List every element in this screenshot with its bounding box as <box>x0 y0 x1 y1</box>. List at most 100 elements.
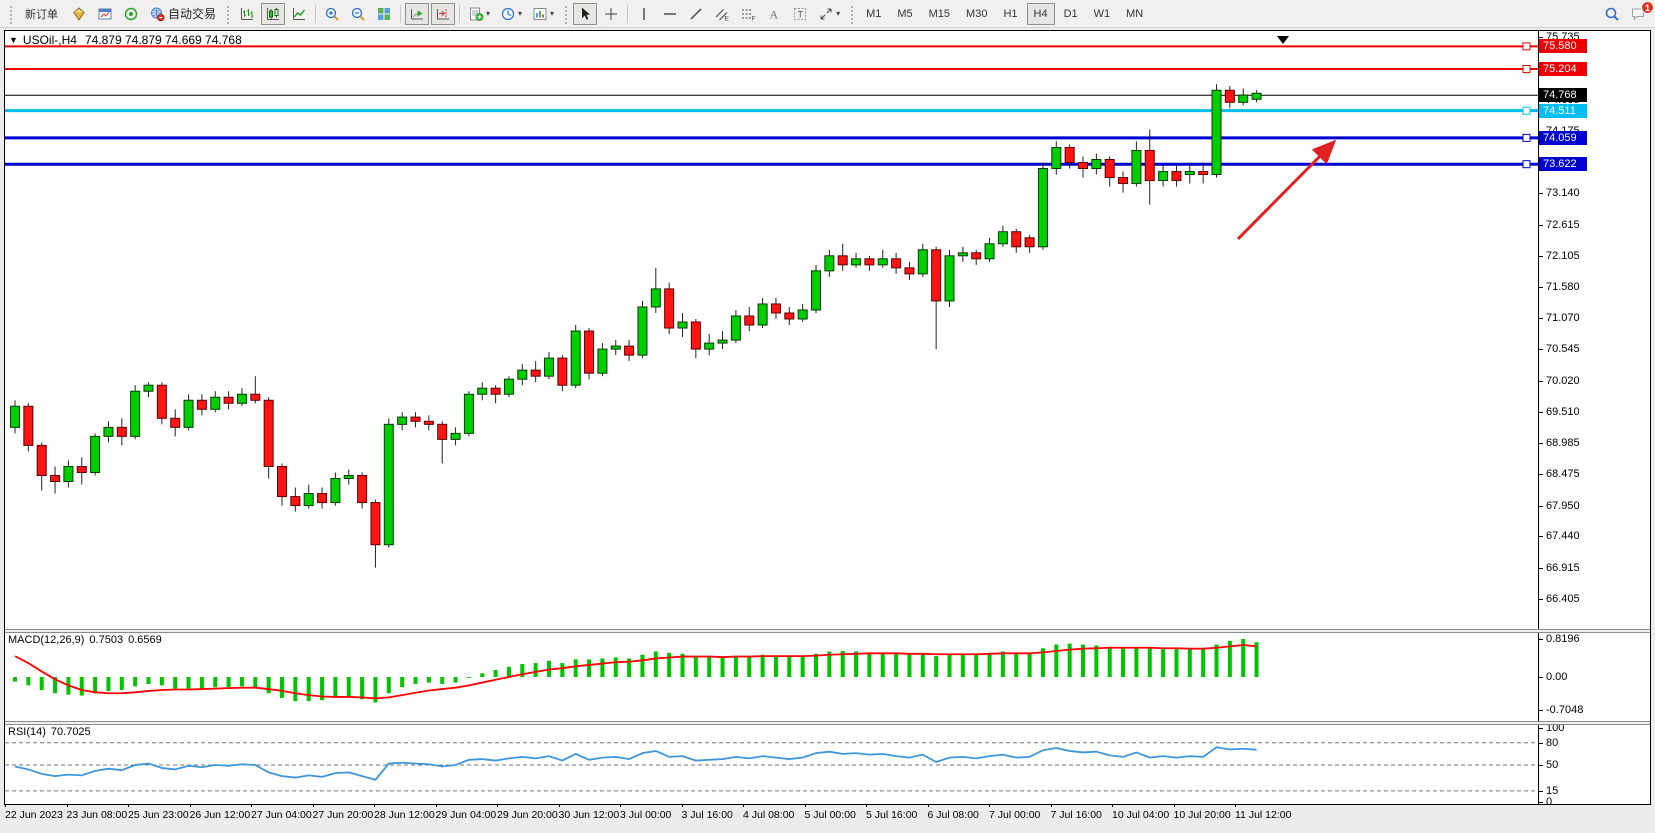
text-icon: A <box>770 7 779 21</box>
bar-chart-style-button[interactable] <box>235 3 259 25</box>
fibonacci-button[interactable]: F <box>736 3 760 25</box>
timeframe-w1[interactable]: W1 <box>1087 3 1118 25</box>
signals-button[interactable] <box>119 3 143 25</box>
horizontal-line-button[interactable] <box>658 3 682 25</box>
market-icon <box>73 6 85 21</box>
dropdown-caret-icon[interactable]: ▾ <box>836 9 841 18</box>
chart-shift-button[interactable] <box>431 2 456 25</box>
new-chart-button[interactable] <box>93 3 117 25</box>
price-tick-label: 70.020 <box>1546 375 1580 387</box>
timeframe-mn[interactable]: MN <box>1119 3 1150 25</box>
price-tick-label: 73.140 <box>1546 187 1580 200</box>
text-button[interactable]: A <box>762 3 786 25</box>
periods-button[interactable]: ▾ <box>496 3 526 25</box>
macd-tick-label: 0.8196 <box>1546 632 1580 645</box>
new-order-button[interactable]: 新订单 <box>18 3 65 25</box>
rsi-label: RSI(14) 70.7025 <box>8 726 96 738</box>
chart-shift-icon <box>437 8 450 19</box>
zoom-in-button[interactable] <box>320 3 344 25</box>
macd-name: MACD(12,26,9) <box>8 634 85 646</box>
pane-splitter-rsi[interactable] <box>5 721 1650 725</box>
periods-icon <box>501 7 515 20</box>
notifications-button[interactable]: 1 <box>1626 0 1654 25</box>
chart-window: ▼ USOil-,H4 74.879 74.879 74.669 74.768 … <box>4 30 1651 808</box>
time-tick-label: 25 Jun 23:00 <box>128 809 189 821</box>
zoom-out-button[interactable] <box>346 3 370 25</box>
axis-tick-mark <box>1539 37 1543 38</box>
chart-dropdown-caret[interactable]: ▼ <box>9 35 18 45</box>
pane-splitter-macd[interactable] <box>5 629 1650 633</box>
hline-price-label: 74.511 <box>1539 103 1587 118</box>
price-chart-pane[interactable]: ▼ USOil-,H4 74.879 74.879 74.669 74.768 <box>5 31 1538 629</box>
crosshair-button[interactable] <box>599 3 623 25</box>
time-axis[interactable]: 22 Jun 2023 23 Jun 08:00 25 Jun 23:00 26 Ju… <box>4 804 1651 823</box>
time-tick-label: 11 Jul 12:00 <box>1235 809 1292 821</box>
arrows-button[interactable]: ▾ <box>814 3 844 25</box>
dropdown-caret-icon[interactable]: ▾ <box>486 9 491 18</box>
svg-text:A: A <box>770 7 779 21</box>
rsi-tick-label: 0 <box>1546 796 1553 808</box>
button-label: H1 <box>1003 7 1018 20</box>
equidistant-channel-icon: E <box>715 8 730 22</box>
chart-title: ▼ USOil-,H4 74.879 74.879 74.669 74.768 <box>9 33 242 47</box>
crosshair-icon <box>605 7 618 20</box>
timeframe-m1[interactable]: M1 <box>859 3 888 25</box>
time-tick-label: 29 Jun 04:00 <box>435 809 497 821</box>
timeframe-h1[interactable]: H1 <box>996 3 1024 25</box>
vertical-line-button[interactable] <box>632 3 656 25</box>
algo-trading-button[interactable]: 自动交易 <box>145 3 220 25</box>
price-tick-label: 68.985 <box>1546 437 1580 450</box>
auto-scroll-button[interactable] <box>405 2 430 25</box>
timeframe-m15[interactable]: M15 <box>922 3 957 25</box>
market-button[interactable] <box>67 3 91 25</box>
candlestick-chart[interactable] <box>5 31 1538 629</box>
trendline-button[interactable] <box>684 3 708 25</box>
tile-windows-button[interactable] <box>372 3 396 25</box>
templates-button[interactable]: ▾ <box>528 3 558 25</box>
cursor-icon <box>582 7 591 20</box>
time-tick-mark <box>312 804 314 807</box>
axis-tick-mark <box>1539 677 1543 678</box>
rsi-pane[interactable]: RSI(14) 70.7025 <box>5 725 1538 804</box>
macd-pane[interactable]: MACD(12,26,9) 0.7503 0.6569 <box>5 633 1538 721</box>
svg-text:E: E <box>725 15 730 22</box>
timeframe-m30[interactable]: M30 <box>959 3 994 25</box>
toolbar-separator <box>400 4 402 23</box>
time-tick-label: 3 Jul 16:00 <box>681 809 733 821</box>
time-tick-mark <box>743 804 744 807</box>
macd-tick-label: -0.7048 <box>1546 703 1584 716</box>
time-tick-mark <box>989 804 990 807</box>
cursor-button[interactable] <box>573 2 598 25</box>
price-tick-label: 66.915 <box>1546 561 1580 574</box>
candlestick-style-button[interactable] <box>261 2 286 25</box>
dropdown-caret-icon[interactable]: ▾ <box>550 9 555 18</box>
price-tick-label: 67.440 <box>1546 530 1580 543</box>
timeframe-m5[interactable]: M5 <box>890 3 919 25</box>
chart-symbol-label: USOil-,H4 <box>22 33 77 47</box>
time-tick-mark <box>1173 804 1175 807</box>
time-tick-label: 27 Jun 04:00 <box>251 809 312 821</box>
trendline-icon <box>690 8 702 19</box>
time-tick-mark <box>804 804 806 807</box>
hline-price-label: 75.204 <box>1539 61 1587 76</box>
price-tick-label: 71.580 <box>1546 281 1580 294</box>
dropdown-caret-icon[interactable]: ▾ <box>518 9 523 18</box>
timeframe-h4[interactable]: H4 <box>1026 2 1055 25</box>
axis-tick-mark <box>1539 505 1543 507</box>
price-axis[interactable]: 75.73574.68574.17573.14072.61572.10571.5… <box>1539 31 1648 808</box>
axis-tick-mark <box>1539 443 1543 445</box>
axis-tick-mark <box>1539 255 1543 257</box>
search-button[interactable] <box>1600 3 1624 25</box>
timeframe-d1[interactable]: D1 <box>1057 3 1085 25</box>
indicators-button[interactable]: ▾ <box>464 3 494 25</box>
time-tick-mark <box>435 804 437 807</box>
text-label-button[interactable]: T <box>788 3 812 25</box>
axis-tick-mark <box>1539 193 1543 195</box>
current-price-label: 74.768 <box>1539 88 1587 103</box>
time-tick-label: 26 Jun 12:00 <box>189 809 251 821</box>
macd-chart[interactable] <box>5 633 1538 721</box>
axis-tick-mark <box>1539 317 1543 319</box>
rsi-chart[interactable] <box>5 725 1538 804</box>
equidistant-channel-button[interactable]: E <box>710 3 734 25</box>
line-chart-style-button[interactable] <box>287 3 311 25</box>
